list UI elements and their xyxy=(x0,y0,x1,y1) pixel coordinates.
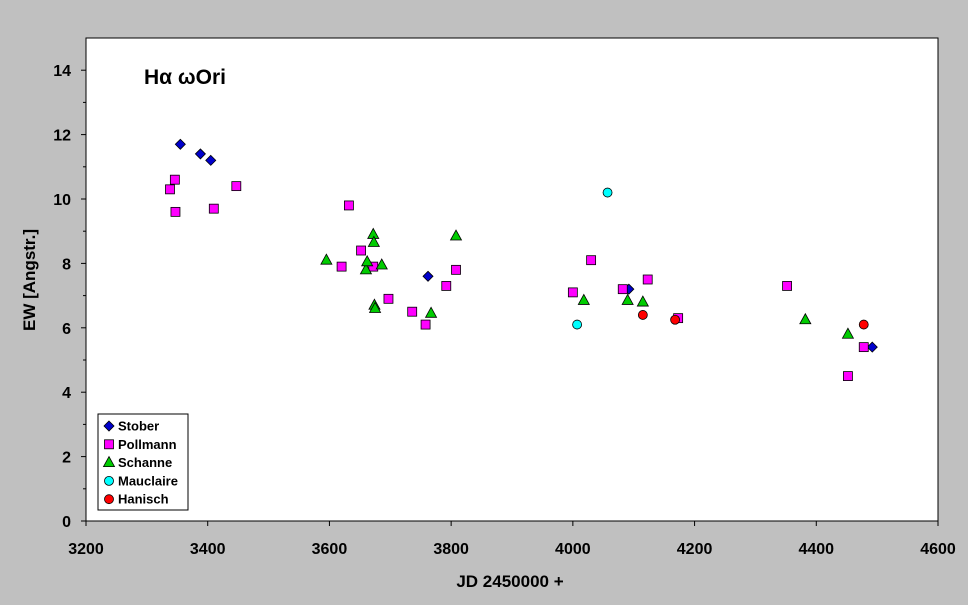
data-point-pollmann xyxy=(451,264,461,275)
x-axis-title: JD 2450000 + xyxy=(456,572,563,591)
data-point-hanisch xyxy=(670,314,680,325)
data-point-pollmann xyxy=(170,206,181,217)
x-tick-label: 3200 xyxy=(68,541,104,558)
x-tick-label: 3600 xyxy=(312,541,348,558)
data-point-pollmann xyxy=(356,245,366,256)
legend-marker-stober xyxy=(103,420,115,432)
y-tick-label: 0 xyxy=(62,514,71,531)
legend-label-hanisch: Hanisch xyxy=(118,492,169,507)
data-point-pollmann xyxy=(208,203,219,214)
legend-marker-schanne xyxy=(102,455,116,468)
y-axis-title: EW [Angstr.] xyxy=(20,229,39,331)
legend-box xyxy=(97,413,189,511)
data-point-stober xyxy=(174,138,186,150)
data-point-pollmann xyxy=(843,371,853,382)
y-tick-label: 4 xyxy=(62,385,71,402)
data-point-schanne xyxy=(359,263,373,275)
legend-label-pollmann: Pollmann xyxy=(118,437,177,452)
data-point-stober xyxy=(205,154,217,166)
data-point-pollmann xyxy=(165,184,175,195)
data-point-schanne xyxy=(841,327,855,339)
data-point-schanne xyxy=(320,253,333,265)
y-tick-label: 10 xyxy=(53,192,71,209)
data-point-pollmann xyxy=(231,181,242,192)
data-point-pollmann xyxy=(858,342,869,353)
data-point-schanne xyxy=(360,254,374,267)
data-point-hanisch xyxy=(637,310,648,320)
legend-label-mauclaire: Mauclaire xyxy=(118,473,178,488)
data-point-pollmann xyxy=(407,306,418,317)
y-axis: 0 2 4 6 8 10 12 14 xyxy=(53,63,86,531)
y-tick-label: 6 xyxy=(62,321,71,338)
x-tick-label: 4200 xyxy=(677,541,713,558)
data-point-schanne xyxy=(636,295,650,307)
legend-marker-hanisch xyxy=(104,494,114,505)
data-point-pollmann xyxy=(420,319,431,330)
legend-label-schanne: Schanne xyxy=(118,455,172,470)
data-point-schanne xyxy=(375,258,388,270)
x-tick-label: 4000 xyxy=(555,541,591,558)
data-point-pollmann xyxy=(169,174,180,185)
data-point-pollmann xyxy=(441,281,452,291)
legend-marker-mauclaire xyxy=(104,475,114,486)
x-tick-label: 4400 xyxy=(798,541,834,558)
plot-area xyxy=(85,37,939,522)
data-point-schanne xyxy=(577,293,590,305)
data-point-schanne xyxy=(424,306,438,318)
legend: Stober Pollmann Schanne Mauclaire Hanisch xyxy=(97,413,189,511)
legend-marker-pollmann xyxy=(104,439,114,450)
data-point-pollmann xyxy=(782,281,792,291)
y-tick-label: 12 xyxy=(53,128,71,145)
data-point-schanne xyxy=(367,235,381,247)
data-points xyxy=(165,138,878,382)
data-point-pollmann xyxy=(344,200,354,211)
data-point-schanne xyxy=(368,301,382,313)
data-point-schanne xyxy=(799,312,812,325)
x-axis: 3200 3400 3600 3800 4000 4200 4400 4600 xyxy=(68,521,956,558)
data-point-pollmann xyxy=(586,255,597,266)
data-point-pollmann xyxy=(336,261,347,272)
data-point-schanne xyxy=(621,293,634,305)
data-point-pollmann xyxy=(383,293,394,304)
data-point-pollmann xyxy=(642,274,653,285)
legend-label-stober: Stober xyxy=(118,419,159,434)
data-point-stober xyxy=(866,341,878,353)
chart-title: Hα ωOri xyxy=(144,66,226,89)
x-tick-label: 3800 xyxy=(433,541,469,558)
x-tick-label: 3400 xyxy=(190,541,226,558)
x-tick-label: 4600 xyxy=(920,541,956,558)
data-point-stober xyxy=(422,270,434,282)
y-tick-label: 2 xyxy=(62,450,71,467)
data-point-mauclaire xyxy=(572,319,583,330)
data-point-pollmann xyxy=(567,287,578,298)
y-tick-label: 14 xyxy=(53,63,71,80)
data-point-mauclaire xyxy=(602,187,613,198)
data-point-schanne xyxy=(449,229,463,241)
y-tick-label: 8 xyxy=(62,256,71,273)
data-point-pollmann xyxy=(617,284,628,295)
data-point-hanisch xyxy=(858,319,869,330)
data-point-stober xyxy=(194,148,206,160)
